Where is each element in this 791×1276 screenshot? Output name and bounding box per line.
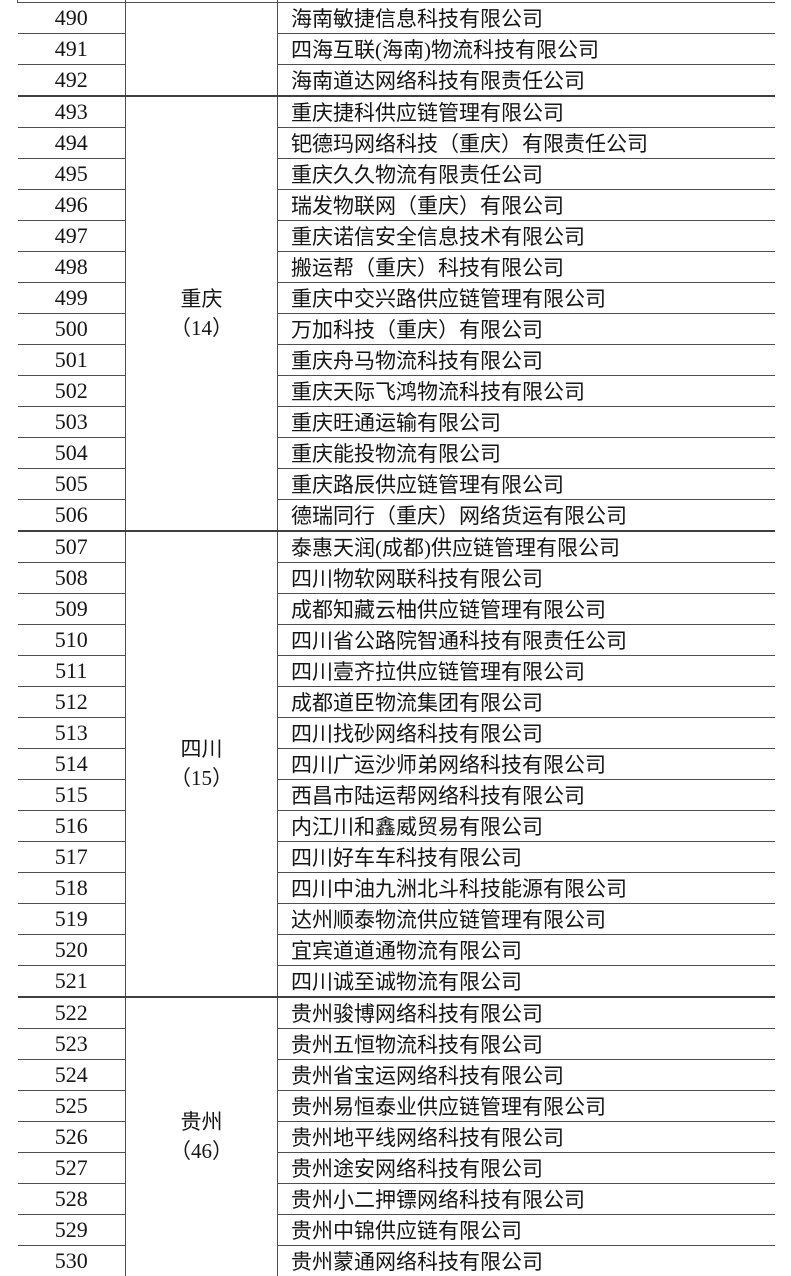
row-number-cell: 528 xyxy=(18,1184,126,1215)
company-name-cell: 重庆诺信安全信息技术有限公司 xyxy=(278,221,775,252)
region-cell: 四川（15） xyxy=(126,531,278,997)
company-name-cell: 四川壹齐拉供应链管理有限公司 xyxy=(278,656,775,687)
row-number-cell: 527 xyxy=(18,1153,126,1184)
row-number-cell: 496 xyxy=(18,190,126,221)
region-name: 重庆 xyxy=(126,285,277,314)
row-number-cell: 524 xyxy=(18,1060,126,1091)
row-number-cell: 493 xyxy=(18,96,126,128)
company-name-cell: 四川诚至诚物流有限公司 xyxy=(278,966,775,998)
company-name-cell: 贵州蒙通网络科技有限公司 xyxy=(278,1246,775,1276)
table-row: 490 海南敏捷信息科技有限公司 xyxy=(18,3,775,34)
region-cell: 重庆（14） xyxy=(126,96,278,531)
row-number-cell: 501 xyxy=(18,345,126,376)
row-number-cell: 499 xyxy=(18,283,126,314)
row-number-cell: 497 xyxy=(18,221,126,252)
company-name-cell: 贵州途安网络科技有限公司 xyxy=(278,1153,775,1184)
row-number-cell: 508 xyxy=(18,563,126,594)
row-number-cell: 530 xyxy=(18,1246,126,1276)
company-name-cell: 贵州骏博网络科技有限公司 xyxy=(278,997,775,1029)
company-name-cell: 海南敏捷信息科技有限公司 xyxy=(278,3,775,34)
company-name-cell: 海南道达网络科技有限责任公司 xyxy=(278,65,775,97)
company-name-cell: 贵州地平线网络科技有限公司 xyxy=(278,1122,775,1153)
region-count: （14） xyxy=(126,314,277,343)
region-cell xyxy=(126,3,278,97)
row-number-cell: 509 xyxy=(18,594,126,625)
company-name-cell: 成都道臣物流集团有限公司 xyxy=(278,687,775,718)
company-name-cell: 重庆天际飞鸿物流科技有限公司 xyxy=(278,376,775,407)
row-number-cell: 529 xyxy=(18,1215,126,1246)
company-name-cell: 达州顺泰物流供应链管理有限公司 xyxy=(278,904,775,935)
row-number-cell: 491 xyxy=(18,34,126,65)
company-name-cell: 重庆能投物流有限公司 xyxy=(278,438,775,469)
row-number-cell: 522 xyxy=(18,997,126,1029)
company-name-cell: 贵州小二押镖网络科技有限公司 xyxy=(278,1184,775,1215)
company-name-cell: 西昌市陆运帮网络科技有限公司 xyxy=(278,780,775,811)
company-name-cell: 泰惠天润(成都)供应链管理有限公司 xyxy=(278,531,775,563)
company-name-cell: 四川物软网联科技有限公司 xyxy=(278,563,775,594)
company-name-cell: 四川好车车科技有限公司 xyxy=(278,842,775,873)
company-name-cell: 贵州中锦供应链有限公司 xyxy=(278,1215,775,1246)
company-name-cell: 贵州五恒物流科技有限公司 xyxy=(278,1029,775,1060)
row-number-cell: 519 xyxy=(18,904,126,935)
row-number-cell: 504 xyxy=(18,438,126,469)
region-count: （46） xyxy=(126,1137,277,1166)
company-name-cell: 内江川和鑫威贸易有限公司 xyxy=(278,811,775,842)
company-name-cell: 重庆久久物流有限责任公司 xyxy=(278,159,775,190)
row-number-cell: 498 xyxy=(18,252,126,283)
row-number-cell: 514 xyxy=(18,749,126,780)
row-number-cell: 503 xyxy=(18,407,126,438)
row-number-cell: 495 xyxy=(18,159,126,190)
row-number-cell: 505 xyxy=(18,469,126,500)
company-name-cell: 四海互联(海南)物流科技有限公司 xyxy=(278,34,775,65)
row-number-cell: 526 xyxy=(18,1122,126,1153)
company-name-cell: 四川中油九洲北斗科技能源有限公司 xyxy=(278,873,775,904)
row-number-cell: 510 xyxy=(18,625,126,656)
row-number-cell: 515 xyxy=(18,780,126,811)
company-name-cell: 贵州易恒泰业供应链管理有限公司 xyxy=(278,1091,775,1122)
row-number-cell: 525 xyxy=(18,1091,126,1122)
region-name: 贵州 xyxy=(126,1108,277,1137)
company-name-cell: 钯德玛网络科技（重庆）有限责任公司 xyxy=(278,128,775,159)
row-number-cell: 506 xyxy=(18,500,126,532)
document-page: 490 海南敏捷信息科技有限公司 491 四海互联(海南)物流科技有限公司 492 海南道… xyxy=(0,0,791,1198)
region-name: 四川 xyxy=(126,735,277,764)
company-name-cell: 四川找砂网络科技有限公司 xyxy=(278,718,775,749)
company-name-cell: 四川广运沙师弟网络科技有限公司 xyxy=(278,749,775,780)
company-name-cell: 瑞发物联网（重庆）有限公司 xyxy=(278,190,775,221)
company-name-cell: 搬运帮（重庆）科技有限公司 xyxy=(278,252,775,283)
row-number-cell: 516 xyxy=(18,811,126,842)
row-number-cell: 517 xyxy=(18,842,126,873)
row-number-cell: 518 xyxy=(18,873,126,904)
company-name-cell: 成都知藏云柚供应链管理有限公司 xyxy=(278,594,775,625)
row-number-cell: 507 xyxy=(18,531,126,563)
company-table: 490 海南敏捷信息科技有限公司 491 四海互联(海南)物流科技有限公司 492 海南道… xyxy=(17,0,775,1276)
row-number-cell: 490 xyxy=(18,3,126,34)
row-number-cell: 494 xyxy=(18,128,126,159)
company-name-cell: 贵州省宝运网络科技有限公司 xyxy=(278,1060,775,1091)
company-name-cell: 四川省公路院智通科技有限责任公司 xyxy=(278,625,775,656)
region-count: （15） xyxy=(126,764,277,793)
company-name-cell: 重庆路辰供应链管理有限公司 xyxy=(278,469,775,500)
company-name-cell: 德瑞同行（重庆）网络货运有限公司 xyxy=(278,500,775,532)
row-number-cell: 520 xyxy=(18,935,126,966)
row-number-cell: 512 xyxy=(18,687,126,718)
row-number-cell: 500 xyxy=(18,314,126,345)
company-name-cell: 宜宾道道通物流有限公司 xyxy=(278,935,775,966)
company-name-cell: 重庆旺通运输有限公司 xyxy=(278,407,775,438)
company-name-cell: 万加科技（重庆）有限公司 xyxy=(278,314,775,345)
row-number-cell: 513 xyxy=(18,718,126,749)
row-number-cell: 492 xyxy=(18,65,126,97)
company-name-cell: 重庆捷科供应链管理有限公司 xyxy=(278,96,775,128)
row-number-cell: 523 xyxy=(18,1029,126,1060)
row-number-cell: 502 xyxy=(18,376,126,407)
region-cell: 贵州（46） xyxy=(126,997,278,1276)
company-name-cell: 重庆舟马物流科技有限公司 xyxy=(278,345,775,376)
row-number-cell: 521 xyxy=(18,966,126,998)
row-number-cell: 511 xyxy=(18,656,126,687)
company-name-cell: 重庆中交兴路供应链管理有限公司 xyxy=(278,283,775,314)
